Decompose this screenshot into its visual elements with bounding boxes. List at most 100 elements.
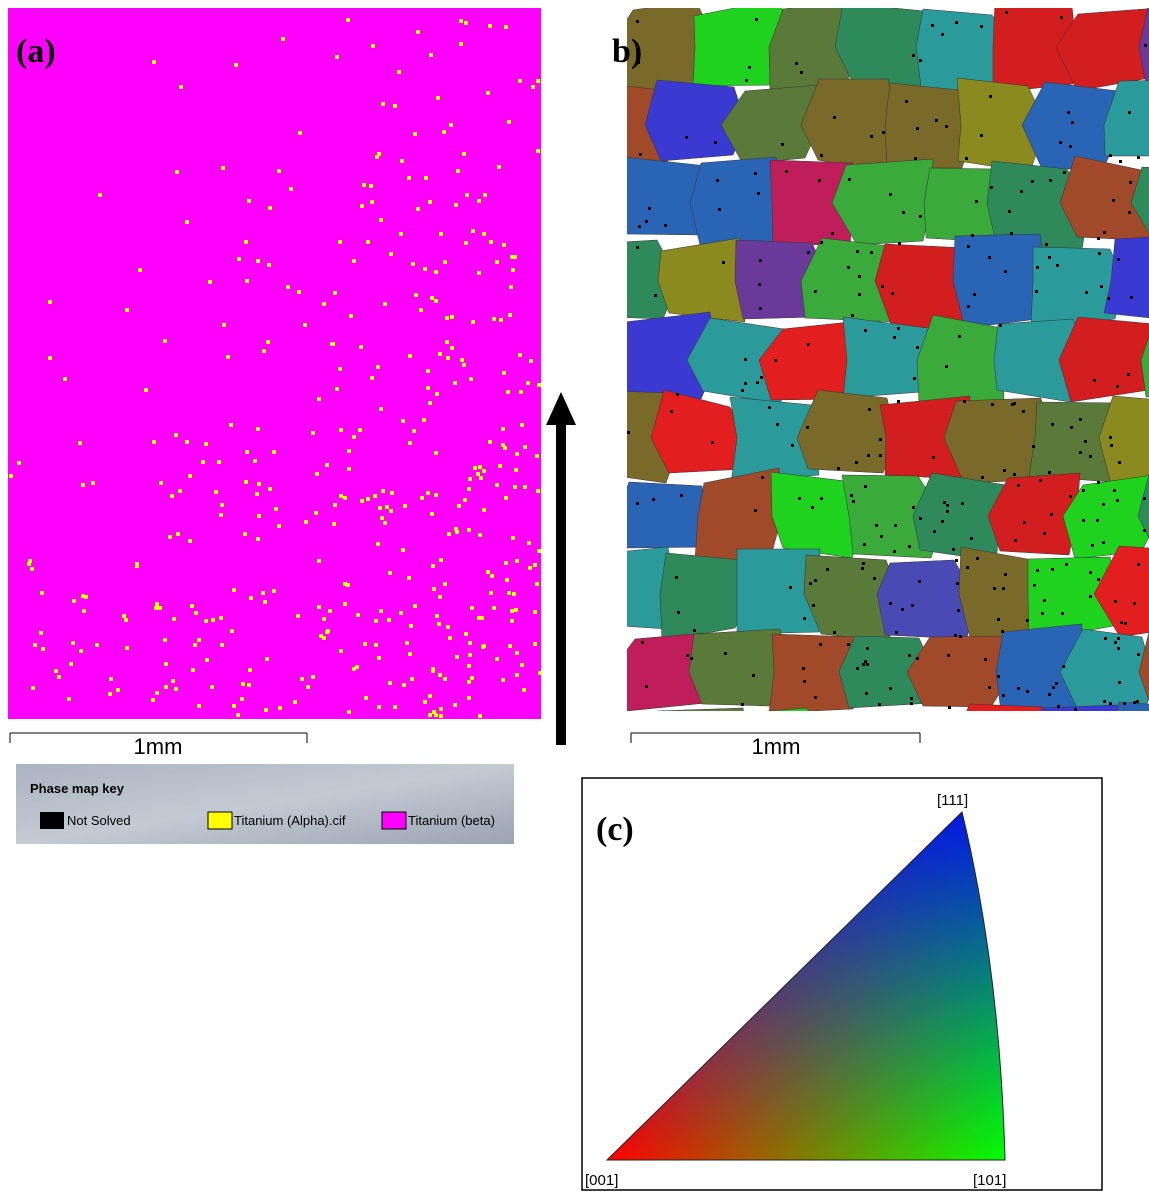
dot <box>426 369 430 373</box>
dot <box>335 55 339 59</box>
dot <box>352 259 356 263</box>
dot <box>515 452 519 456</box>
dot <box>315 472 319 476</box>
unsolved-dot <box>636 246 639 249</box>
dot <box>465 193 469 197</box>
unsolved-dot <box>1117 637 1120 640</box>
dot <box>520 423 524 427</box>
unsolved-dot <box>856 250 859 253</box>
unsolved-dot <box>912 54 915 57</box>
dot <box>429 53 433 57</box>
dot <box>268 487 272 491</box>
unsolved-dot <box>1014 539 1017 542</box>
dot <box>346 18 350 22</box>
dot <box>428 694 432 698</box>
unsolved-dot <box>833 631 836 634</box>
dot <box>172 617 176 621</box>
dot <box>255 492 259 496</box>
unsolved-dot <box>627 431 630 434</box>
dot <box>296 614 300 618</box>
dot <box>462 363 466 367</box>
dot <box>48 300 52 304</box>
unsolved-dot <box>1026 690 1029 693</box>
unsolved-dot <box>945 365 948 368</box>
dot <box>467 680 471 684</box>
unsolved-dot <box>1045 243 1048 246</box>
unsolved-dot <box>1067 111 1070 114</box>
unsolved-dot <box>1084 440 1087 443</box>
dot <box>116 688 120 692</box>
unsolved-dot <box>867 454 870 457</box>
unsolved-dot <box>798 497 801 500</box>
unsolved-dot <box>931 24 934 27</box>
unsolved-dot <box>908 654 911 657</box>
unsolved-dot <box>1031 180 1034 183</box>
dot <box>364 696 368 700</box>
unsolved-dot <box>1128 111 1131 114</box>
unsolved-dot <box>812 604 815 607</box>
dot <box>178 489 182 493</box>
unsolved-dot <box>1043 599 1046 602</box>
dot <box>170 494 174 498</box>
unsolved-dot <box>795 62 798 65</box>
dot <box>537 549 541 553</box>
unsolved-dot <box>908 545 911 548</box>
dot <box>416 30 420 34</box>
unsolved-dot <box>748 66 751 69</box>
dot <box>298 131 302 135</box>
panel-label: (c) <box>596 811 634 848</box>
unsolved-dot <box>1120 621 1123 624</box>
dot <box>264 708 268 712</box>
dot <box>443 677 447 681</box>
dot <box>272 450 276 454</box>
dot <box>438 352 442 356</box>
dot <box>486 570 490 574</box>
dot <box>300 677 304 681</box>
dot <box>333 503 337 507</box>
dot <box>355 665 359 669</box>
dot <box>374 619 378 623</box>
dot <box>379 407 383 411</box>
dot <box>343 496 347 500</box>
unsolved-dot <box>680 494 683 497</box>
dot <box>377 705 381 709</box>
dot <box>411 262 415 266</box>
unsolved-dot <box>1033 584 1036 587</box>
dot <box>163 339 167 343</box>
unsolved-dot <box>1128 211 1131 214</box>
unsolved-dot <box>1107 297 1110 300</box>
unsolved-dot <box>1049 179 1052 182</box>
unsolved-dot <box>875 524 878 527</box>
dot <box>511 536 515 540</box>
unsolved-dot <box>919 59 922 62</box>
unsolved-dot <box>1056 264 1059 267</box>
dot <box>529 359 533 363</box>
dot <box>437 622 441 626</box>
dot <box>408 652 412 656</box>
unsolved-dot <box>807 343 810 346</box>
unsolved-dot <box>1048 693 1051 696</box>
dot <box>356 613 360 617</box>
unsolved-dot <box>975 200 978 203</box>
unsolved-dot <box>1114 641 1117 644</box>
dot <box>332 522 336 526</box>
unsolved-dot <box>1102 503 1105 506</box>
dot <box>277 524 281 528</box>
dot <box>489 591 493 595</box>
orientation-map <box>571 0 1149 797</box>
unsolved-dot <box>956 582 959 585</box>
dot <box>230 629 234 633</box>
dot <box>443 582 447 586</box>
dot <box>220 643 224 647</box>
unsolved-dot <box>941 33 944 36</box>
dot <box>54 669 58 673</box>
dot <box>265 657 269 661</box>
unsolved-dot <box>863 543 866 546</box>
key-entry: Titanium (beta) <box>408 813 495 828</box>
dot <box>286 285 290 289</box>
unsolved-dot <box>1063 171 1066 174</box>
dot <box>210 685 214 689</box>
unsolved-dot <box>862 663 865 666</box>
unsolved-dot <box>1048 471 1051 474</box>
dot <box>399 611 403 615</box>
